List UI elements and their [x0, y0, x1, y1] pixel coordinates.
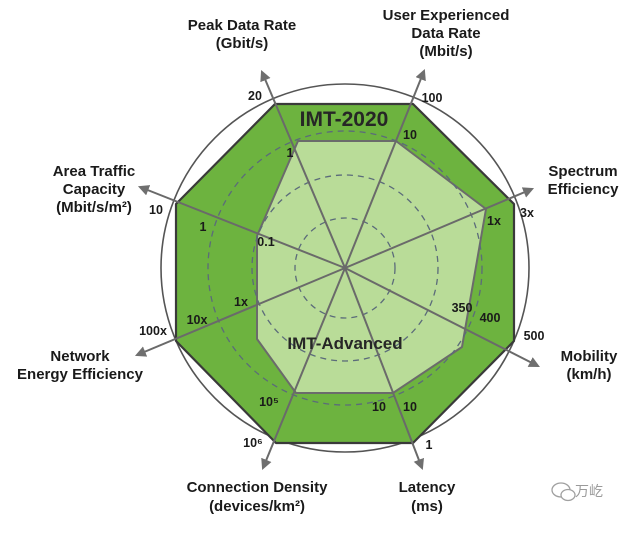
axis-label-peak-data-rate: Peak Data Rate (Gbit/s): [188, 17, 296, 52]
tick-label-connection-density-2: 10⁶: [243, 436, 263, 450]
wechat-icon: [551, 482, 576, 502]
tick-label-user-experienced-data-rate-1: 10: [403, 128, 417, 142]
tick-label-latency-3: 1: [426, 438, 433, 452]
axis-label-user-experienced-data-rate: User Experienced Data Rate (Mbit/s): [383, 7, 510, 60]
tick-label-mobility-1: 350: [452, 301, 473, 315]
tick-label-area-traffic-capacity-1: 0.1: [257, 235, 274, 249]
tick-label-peak-data-rate-1: 1: [287, 146, 294, 160]
tick-label-mobility-3: 500: [524, 329, 545, 343]
axis-line-peak-data-rate: [260, 69, 346, 269]
axis-line-spectrum-efficiency: [344, 187, 535, 269]
watermark-text: 万屹: [575, 483, 603, 499]
axis-line-area-traffic-capacity: [137, 185, 346, 269]
axis-line-network-energy-efficiency: [134, 267, 346, 357]
tick-label-spectrum-efficiency-1: 1x: [487, 214, 501, 228]
axis-label-latency: Latency (ms): [399, 479, 456, 515]
tick-label-mobility-2: 400: [480, 311, 501, 325]
tick-label-spectrum-efficiency-2: 3x: [520, 206, 534, 220]
gridline-circle-2: [251, 174, 439, 362]
tick-label-peak-data-rate-2: 20: [248, 89, 262, 103]
axis-label-mobility: Mobility (km/h): [561, 348, 618, 383]
axis-label-network-energy-efficiency: Network Energy Efficiency: [17, 348, 144, 383]
tick-label-user-experienced-data-rate-2: 100: [422, 91, 443, 105]
axis-label-connection-density: Connection Density (devices/km²): [187, 479, 329, 515]
tick-label-latency-2: 10: [403, 400, 417, 414]
series-label-imt-2020: IMT-2020: [300, 108, 389, 131]
tick-label-area-traffic-capacity-2: 1: [200, 220, 207, 234]
series-label-imt-advanced: IMT-Advanced: [287, 334, 402, 353]
tick-label-latency-1: 10: [372, 400, 386, 414]
axis-label-area-traffic-capacity: Area Traffic Capacity (Mbit/s/m²): [53, 163, 136, 216]
tick-label-network-energy-efficiency-3: 100x: [139, 324, 167, 338]
axis-line-mobility: [344, 267, 540, 367]
axis-label-spectrum-efficiency: Spectrum Efficiency: [548, 163, 620, 198]
tick-label-network-energy-efficiency-1: 1x: [234, 295, 248, 309]
tick-label-connection-density-1: 10⁵: [259, 395, 279, 409]
gridline-circle-1: [294, 217, 396, 319]
axis-line-latency: [344, 267, 424, 471]
gridline-circle-3: [207, 130, 483, 406]
tick-label-network-energy-efficiency-2: 10x: [187, 313, 208, 327]
axis-line-connection-density: [261, 267, 346, 471]
axis-line-user-experienced-data-rate: [344, 68, 426, 269]
tick-label-area-traffic-capacity-3: 10: [149, 203, 163, 217]
